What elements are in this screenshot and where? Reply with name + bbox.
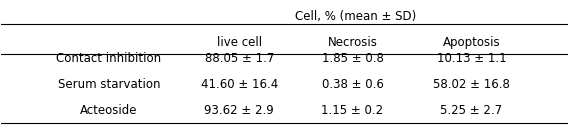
Text: live cell: live cell — [217, 36, 262, 49]
Text: Acteoside: Acteoside — [80, 104, 138, 117]
Text: 88.05 ± 1.7: 88.05 ± 1.7 — [204, 52, 274, 65]
Text: Serum starvation: Serum starvation — [57, 78, 160, 91]
Text: Cell, % (mean ± SD): Cell, % (mean ± SD) — [295, 10, 416, 23]
Text: 5.25 ± 2.7: 5.25 ± 2.7 — [440, 104, 502, 117]
Text: 10.13 ± 1.1: 10.13 ± 1.1 — [436, 52, 506, 65]
Text: 41.60 ± 16.4: 41.60 ± 16.4 — [201, 78, 278, 91]
Text: 0.38 ± 0.6: 0.38 ± 0.6 — [321, 78, 384, 91]
Text: 1.15 ± 0.2: 1.15 ± 0.2 — [321, 104, 384, 117]
Text: Apoptosis: Apoptosis — [443, 36, 500, 49]
Text: 1.85 ± 0.8: 1.85 ± 0.8 — [321, 52, 384, 65]
Text: Necrosis: Necrosis — [328, 36, 377, 49]
Text: 58.02 ± 16.8: 58.02 ± 16.8 — [433, 78, 510, 91]
Text: 93.62 ± 2.9: 93.62 ± 2.9 — [204, 104, 274, 117]
Text: Contact inhibition: Contact inhibition — [56, 52, 162, 65]
